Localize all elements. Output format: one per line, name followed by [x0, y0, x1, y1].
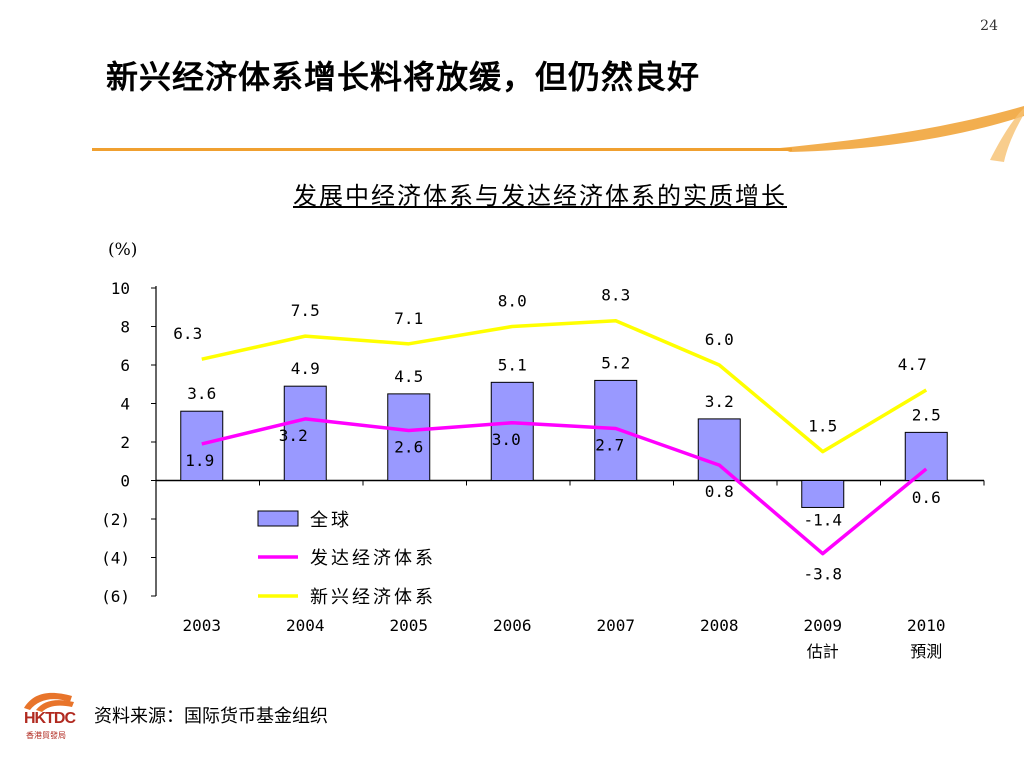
global-value-label: 4.5	[394, 367, 423, 386]
y-tick-label: (4)	[101, 549, 130, 568]
bar-global-2010	[904, 431, 948, 481]
logo-subtext: 香港貿發局	[26, 731, 66, 740]
x-tick-label: 2003	[182, 616, 221, 635]
source-note: 资料来源：国际货币基金组织	[94, 706, 328, 727]
bar-global-2006	[490, 381, 534, 482]
slide-title: 新兴经济体系增长料将放缓，但仍然良好	[106, 58, 701, 96]
bar-global-2007	[594, 379, 638, 481]
global-value-label: 5.2	[601, 353, 630, 372]
developed-value-label: 0.6	[912, 488, 941, 507]
developed-value-label: 0.8	[705, 482, 734, 501]
bar-global-2003	[180, 410, 224, 482]
global-value-label: 4.9	[291, 359, 320, 378]
legend-swatch-global	[257, 510, 299, 527]
developed-value-label: -3.8	[803, 565, 842, 584]
x-tick-sublabel: 估計	[807, 642, 839, 661]
legend-label-global: 全球	[310, 510, 352, 531]
emerging-value-label: 8.3	[601, 286, 630, 305]
y-tick-label: (6)	[101, 587, 130, 606]
x-tick-label: 2008	[700, 616, 739, 635]
hktdc-logo-icon	[24, 692, 74, 712]
y-tick-label: 0	[120, 472, 130, 491]
x-tick-label: 2010	[907, 616, 946, 635]
emerging-value-label: 6.3	[173, 324, 202, 343]
x-tick-label: 2006	[493, 616, 532, 635]
decorative-swoosh	[780, 106, 1024, 162]
y-unit-label: (%)	[108, 240, 138, 260]
global-value-label: 3.2	[705, 392, 734, 411]
legend-label-emerging: 新兴经济体系	[310, 587, 436, 608]
developed-value-label: 1.9	[185, 451, 214, 470]
developed-value-label: 3.2	[279, 426, 308, 445]
x-tick-label: 2005	[389, 616, 428, 635]
bar-global-2008	[697, 418, 741, 481]
chart-title: 发展中经济体系与发达经济体系的实质增长	[293, 182, 787, 210]
global-value-label: 2.5	[912, 405, 941, 424]
global-value-label: -1.4	[803, 510, 842, 529]
y-tick-label: 10	[111, 279, 130, 298]
bar-global-2004	[283, 385, 327, 481]
y-tick-label: 6	[120, 356, 130, 375]
emerging-value-label: 1.5	[808, 417, 837, 436]
decorative-rule	[92, 148, 792, 151]
y-tick-label: 2	[120, 433, 130, 452]
x-tick-label: 2009	[803, 616, 842, 635]
global-value-label: 5.1	[498, 355, 527, 374]
logo-text: HKTDC	[24, 710, 76, 727]
emerging-value-label: 6.0	[705, 330, 734, 349]
global-value-label: 3.6	[187, 384, 216, 403]
developed-value-label: 2.6	[394, 437, 423, 456]
x-tick-sublabel: 預測	[910, 642, 942, 661]
emerging-value-label: 4.7	[898, 355, 927, 374]
line-developed-economies	[201, 417, 928, 556]
line-emerging-economies	[201, 318, 928, 454]
y-tick-label: 8	[120, 318, 130, 337]
emerging-value-label: 7.1	[394, 309, 423, 328]
developed-value-label: 3.0	[492, 430, 521, 449]
emerging-value-label: 7.5	[291, 301, 320, 320]
emerging-value-label: 8.0	[498, 292, 527, 311]
bar-global-2005	[387, 393, 431, 481]
bar-global-2009	[801, 480, 845, 508]
legend-label-developed: 发达经济体系	[310, 548, 436, 569]
y-tick-label: (2)	[101, 510, 130, 529]
x-tick-label: 2007	[596, 616, 635, 635]
x-tick-label: 2004	[286, 616, 325, 635]
page-number: 24	[980, 18, 998, 34]
developed-value-label: 2.7	[595, 436, 624, 455]
y-tick-label: 4	[120, 395, 130, 414]
growth-chart: 10 8 6 4 2 0 (2) (4) (6) 6.3 7.5 7.1 8.0 8.3 6.0 1.5 4.…	[101, 279, 985, 661]
